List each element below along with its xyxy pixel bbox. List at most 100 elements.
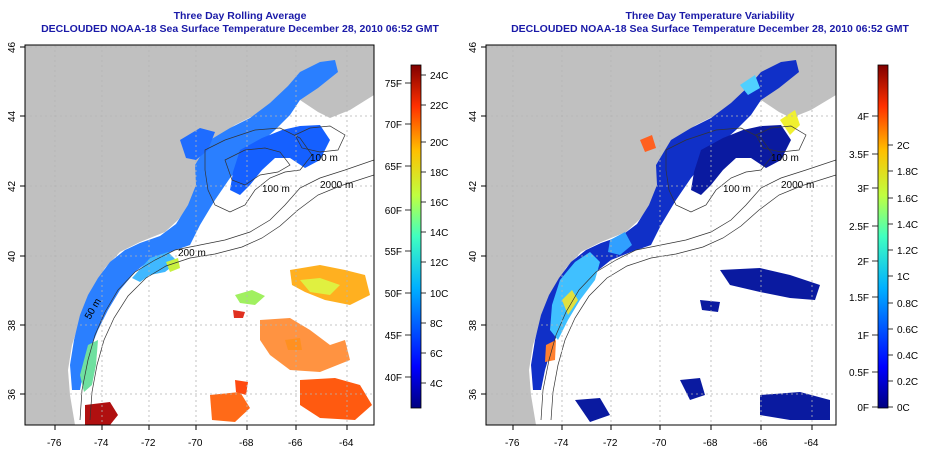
x-tick-label: -64	[804, 438, 819, 449]
left-x-axis: -76 -74 -72 -70 -68 -66 -64	[47, 425, 354, 449]
celsius-label: 16C	[430, 198, 448, 209]
contour-label: 200 m	[178, 248, 206, 259]
fahrenheit-label: 50F	[385, 289, 402, 300]
right-title-line2: DECLOUDED NOAA-18 Sea Surface Temperatur…	[511, 23, 909, 35]
celsius-label: 1.4C	[897, 220, 918, 231]
celsius-label: 1.8C	[897, 167, 918, 178]
x-tick-label: -66	[288, 438, 303, 449]
celsius-label: 0.2C	[897, 377, 918, 388]
y-tick-label: 40	[468, 250, 479, 262]
x-tick-label: -68	[239, 438, 254, 449]
right-bathymetry-contours	[540, 125, 836, 421]
x-tick-label: -72	[141, 438, 156, 449]
fahrenheit-label: 70F	[385, 120, 402, 131]
left-title-line1: Three Day Rolling Average	[173, 10, 307, 22]
x-tick-label: -64	[339, 438, 354, 449]
contour-label: 100 m	[310, 153, 338, 164]
right-y-axis: 36 38 40 42 44 46	[468, 41, 486, 400]
left-colorbar: 75F 70F 65F 60F 55F 50F 45F 40F 24C 22C …	[385, 64, 448, 409]
x-tick-label: -66	[753, 438, 768, 449]
celsius-label: 1C	[897, 272, 910, 283]
x-tick-label: -76	[47, 438, 62, 449]
left-bathymetry-contours	[79, 125, 374, 421]
left-map-title: Three Day Rolling Average DECLOUDED NOAA…	[0, 10, 480, 36]
celsius-label: 0C	[897, 403, 910, 414]
fahrenheit-label: 40F	[385, 373, 402, 384]
x-tick-label: -68	[703, 438, 718, 449]
right-map-panel: 100 m 2000 m 100 m	[468, 41, 918, 449]
y-tick-label: 38	[468, 319, 479, 331]
right-colorbar: 4F 3.5F 3F 2.5F 2F 1.5F 1F 0.5F 0F 2C 1.…	[849, 64, 918, 414]
x-tick-label: -70	[188, 438, 203, 449]
x-tick-label: -74	[94, 438, 109, 449]
x-tick-label: -72	[603, 438, 618, 449]
celsius-label: 8C	[430, 319, 443, 330]
y-tick-label: 36	[7, 388, 18, 400]
celsius-label: 10C	[430, 289, 448, 300]
fahrenheit-label: 3.5F	[849, 150, 869, 161]
fahrenheit-label: 2.5F	[849, 222, 869, 233]
left-land	[25, 45, 345, 425]
left-sst-field	[70, 60, 372, 425]
right-gridlines	[486, 45, 836, 425]
y-tick-label: 44	[7, 110, 18, 122]
celsius-label: 2C	[897, 141, 910, 152]
y-tick-label: 42	[7, 180, 18, 192]
fahrenheit-label: 60F	[385, 206, 402, 217]
left-y-axis: 36 38 40 42 44 46	[7, 41, 25, 400]
fahrenheit-label: 65F	[385, 162, 402, 173]
x-tick-label: -70	[652, 438, 667, 449]
contour-label: 100 m	[262, 184, 290, 195]
x-tick-label: -76	[505, 438, 520, 449]
celsius-label: 1.2C	[897, 246, 918, 257]
fahrenheit-label: 0.5F	[849, 368, 869, 379]
fahrenheit-label: 55F	[385, 247, 402, 258]
y-tick-label: 44	[468, 110, 479, 122]
fahrenheit-label: 4F	[857, 112, 869, 123]
right-land	[486, 45, 806, 425]
y-tick-label: 40	[7, 250, 18, 262]
x-tick-label: -74	[554, 438, 569, 449]
fahrenheit-label: 3F	[857, 184, 869, 195]
celsius-label: 4C	[430, 379, 443, 390]
left-title-line2: DECLOUDED NOAA-18 Sea Surface Temperatur…	[41, 23, 439, 35]
y-tick-label: 38	[7, 319, 18, 331]
left-map-panel: 100 m 2000 m 100 m 200 m 50 m	[7, 41, 448, 449]
contour-label: 100 m	[771, 153, 799, 164]
y-tick-label: 46	[7, 41, 18, 53]
fahrenheit-label: 75F	[385, 79, 402, 90]
right-map-title: Three Day Temperature Variability DECLOU…	[470, 10, 950, 36]
fahrenheit-label: 1F	[857, 331, 869, 342]
celsius-label: 14C	[430, 228, 448, 239]
fahrenheit-label: 1.5F	[849, 293, 869, 304]
right-map-frame	[485, 44, 837, 426]
celsius-label: 24C	[430, 71, 448, 82]
celsius-label: 0.8C	[897, 299, 918, 310]
celsius-label: 20C	[430, 138, 448, 149]
celsius-label: 1.6C	[897, 194, 918, 205]
left-gridlines	[25, 45, 374, 425]
celsius-label: 12C	[430, 258, 448, 269]
contour-label: 2000 m	[781, 180, 814, 191]
y-tick-label: 36	[468, 388, 479, 400]
left-map-frame	[24, 44, 375, 426]
contour-label: 2000 m	[320, 180, 353, 191]
celsius-label: 6C	[430, 349, 443, 360]
y-tick-label: 46	[468, 41, 479, 53]
fahrenheit-label: 0F	[857, 403, 869, 414]
fahrenheit-label: 45F	[385, 331, 402, 342]
right-title-line1: Three Day Temperature Variability	[625, 10, 795, 22]
celsius-label: 18C	[430, 168, 448, 179]
right-contour-labels: 100 m 2000 m 100 m	[723, 153, 814, 195]
right-x-axis: -76 -74 -72 -70 -68 -66 -64	[505, 425, 819, 449]
right-colorbar-gradient	[877, 64, 889, 409]
y-tick-label: 42	[468, 180, 479, 192]
left-colorbar-gradient	[410, 64, 422, 409]
celsius-label: 0.6C	[897, 325, 918, 336]
celsius-label: 22C	[430, 101, 448, 112]
fahrenheit-label: 2F	[857, 257, 869, 268]
right-variability-field	[531, 60, 830, 422]
celsius-label: 0.4C	[897, 351, 918, 362]
contour-label: 100 m	[723, 184, 751, 195]
